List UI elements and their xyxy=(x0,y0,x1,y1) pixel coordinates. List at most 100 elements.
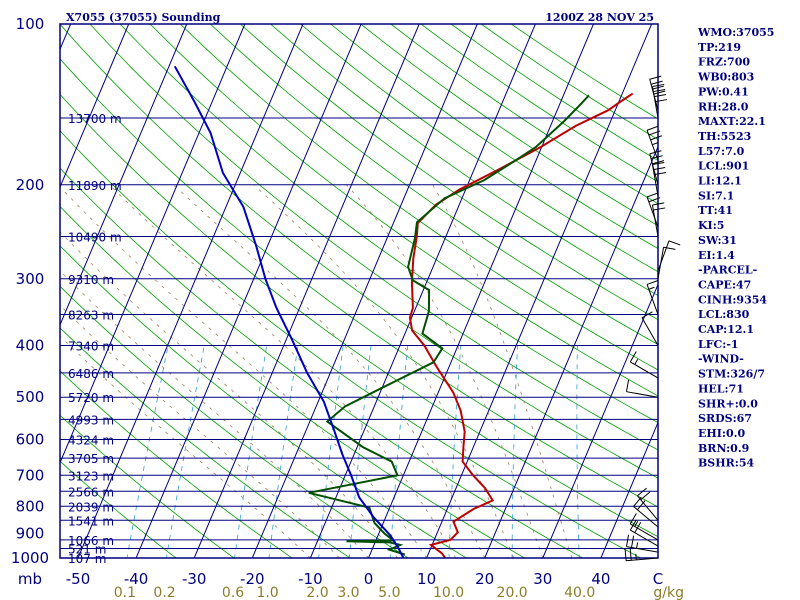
plot-background-lines xyxy=(60,24,658,558)
wind-barb-staff xyxy=(649,153,659,185)
isotherm-line xyxy=(193,24,420,558)
mixing-ratio-label: 1.0 xyxy=(256,585,278,600)
index-value: EI:1.4 xyxy=(698,249,735,262)
isotherm-line xyxy=(60,24,188,327)
wind-barb-flag xyxy=(653,88,666,93)
dry-adiabat-line xyxy=(270,24,658,296)
wind-barb-flag xyxy=(652,202,665,206)
moist-adiabat-line xyxy=(60,270,369,558)
index-value: HEL:71 xyxy=(698,382,744,395)
sounding-time: 1200Z 28 NOV 25 xyxy=(545,11,654,24)
index-value: TP:219 xyxy=(698,41,741,54)
wind-barb-staff xyxy=(630,529,659,547)
index-value: SRDS:67 xyxy=(698,412,752,425)
height-label: 4993 m xyxy=(68,413,114,427)
temperature-tick-label: 30 xyxy=(533,570,552,588)
height-label: 6486 m xyxy=(68,367,114,381)
index-value: LCL:830 xyxy=(698,308,750,321)
wind-barbs xyxy=(624,75,681,562)
dry-adiabat-line xyxy=(60,327,351,558)
mixing-ratio-label: 0.1 xyxy=(114,585,136,600)
wind-barb-staff xyxy=(657,240,670,272)
height-label: 521 m xyxy=(68,543,106,557)
dry-adiabat-line xyxy=(60,93,658,538)
index-value: SW:31 xyxy=(698,234,737,247)
index-value: PW:0.41 xyxy=(698,85,749,98)
height-label: 10490 m xyxy=(68,230,122,244)
index-value: LFC:-1 xyxy=(698,338,739,351)
mixing-ratio-label: 20.0 xyxy=(497,585,528,600)
wind-barb-flag xyxy=(654,94,667,98)
mixing-ratio-label: 2.0 xyxy=(306,585,328,600)
wind-barb-flag xyxy=(629,351,637,363)
wind-barb-staff xyxy=(633,506,659,528)
index-value: KI:5 xyxy=(698,219,724,232)
dry-adiabat-line xyxy=(60,24,658,479)
wind-barb xyxy=(641,311,659,346)
wind-barb-flag xyxy=(648,197,661,203)
pressure-tick-label: 400 xyxy=(16,337,45,355)
height-label: 2566 m xyxy=(68,485,114,499)
wind-barb-staff xyxy=(630,361,659,379)
wind-barb-flag xyxy=(636,542,639,549)
wind-barb-flag xyxy=(634,522,642,533)
dry-adiabat-line xyxy=(60,205,526,558)
index-value: TH:5523 xyxy=(698,130,751,143)
pressure-tick-label: 500 xyxy=(16,388,45,406)
wind-barb xyxy=(651,202,666,237)
pressure-unit-label: mb xyxy=(18,570,42,588)
height-label: 107 m xyxy=(68,552,106,566)
moist-adiabat-line xyxy=(60,304,340,558)
wind-barb-flag xyxy=(629,519,637,531)
mixing-ratio-line xyxy=(576,345,580,558)
dry-adiabat-line xyxy=(209,24,658,345)
temperature-unit-label: C xyxy=(653,570,663,588)
wind-barb-flag xyxy=(646,192,659,198)
height-label: 2039 m xyxy=(68,500,114,514)
wind-barb-flag xyxy=(646,125,659,131)
wind-barb-flag xyxy=(631,535,635,548)
dry-adiabat-line xyxy=(60,370,293,558)
index-value: LCL:901 xyxy=(698,160,749,173)
wind-barb-flag xyxy=(637,500,646,511)
index-value: LI:12.1 xyxy=(698,175,742,188)
index-value: EHI:0.0 xyxy=(698,427,745,440)
wind-barb-flag xyxy=(640,491,651,501)
wind-barb xyxy=(646,192,661,228)
wind-barb-flag xyxy=(652,161,665,166)
dewpoint-line xyxy=(308,94,590,556)
wind-barb-staff xyxy=(630,523,659,541)
wind-barb-flag xyxy=(652,83,665,88)
height-label: 8263 m xyxy=(68,309,114,323)
height-label: 11890 m xyxy=(68,179,122,193)
dry-adiabat-line xyxy=(60,245,468,558)
wind-barb xyxy=(629,513,659,541)
wind-barb-flag xyxy=(634,359,639,365)
wind-barb-flag xyxy=(624,548,627,561)
index-value: MAXT:22.1 xyxy=(698,115,766,128)
dry-adiabat-line xyxy=(60,414,235,558)
wind-barb xyxy=(624,548,659,562)
wind-barb xyxy=(651,161,667,197)
height-label: 5720 m xyxy=(68,391,114,405)
temperature-tick-label: -10 xyxy=(298,570,323,588)
mixing-ratio-label: 0.2 xyxy=(153,585,175,600)
index-value: RH:28.0 xyxy=(698,100,749,113)
temperature-tick-label: -30 xyxy=(182,570,207,588)
temperature-tick-label: 40 xyxy=(591,570,610,588)
wind-barb-flag xyxy=(629,513,637,525)
height-label: 9310 m xyxy=(68,273,114,287)
mixing-ratio-label: 10.0 xyxy=(433,585,464,600)
wind-barb xyxy=(651,83,668,119)
height-label: 3123 m xyxy=(68,469,114,483)
dry-adiabat-line xyxy=(60,58,658,508)
wind-barb-staff xyxy=(646,130,659,161)
wind-barb xyxy=(625,534,659,553)
mixing-ratio-label: 0.6 xyxy=(222,585,244,600)
wind-barb xyxy=(637,487,659,521)
plot-frame xyxy=(59,23,659,559)
mixing-ratio-line xyxy=(318,345,344,558)
